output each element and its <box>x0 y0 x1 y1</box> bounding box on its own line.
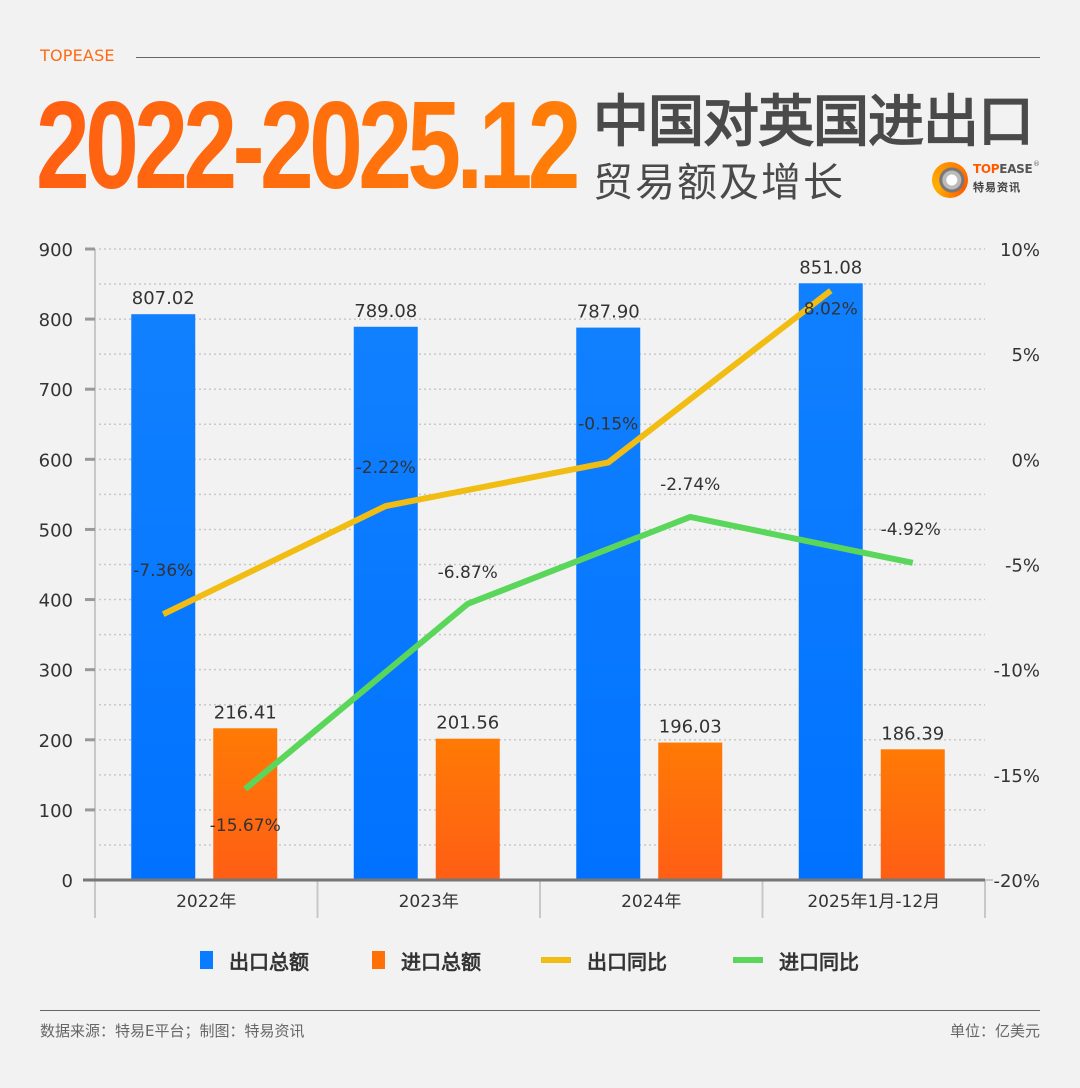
left-axis-tick-label: 400 <box>39 591 73 612</box>
logo-chinese-name: 特易资讯 <box>973 181 1021 194</box>
logo-wordmark: TOPEASE <box>973 162 1033 176</box>
left-axis-tick-label: 800 <box>39 310 73 331</box>
bar-export-total <box>131 314 196 880</box>
category-label: 2024年 <box>621 892 681 912</box>
top-divider <box>136 57 1040 58</box>
legend-item-import-total: 进口总额 <box>372 945 481 975</box>
bar-import-total <box>435 738 500 880</box>
page-subtitle: 贸易额及增长 <box>593 160 845 206</box>
category-label: 2023年 <box>399 892 459 912</box>
bar-export-total <box>576 327 641 880</box>
right-axis-tick-label: 5% <box>1011 345 1040 366</box>
legend-item-export-total: 出口总额 <box>200 945 309 975</box>
logo-ring-icon <box>932 162 968 198</box>
topease-logo: TOPEASE ® 特易资讯 <box>932 160 1042 200</box>
legend-label-import-yoy: 进口同比 <box>779 949 859 974</box>
line-value-label-export-yoy: -7.36% <box>133 561 193 581</box>
legend-swatch-export-yoy <box>541 957 571 963</box>
logo-registered-mark: ® <box>1033 160 1040 168</box>
unit-note: 单位：亿美元 <box>949 1022 1040 1040</box>
legend-swatch-import-yoy <box>733 957 763 963</box>
bar-value-label-export-total: 787.90 <box>577 302 640 323</box>
line-value-label-import-yoy: -2.74% <box>660 475 720 495</box>
legend-swatch-export-total <box>200 951 213 969</box>
line-value-label-import-yoy: -6.87% <box>438 563 498 583</box>
chart-legend: 出口总额 进口总额 出口同比 进口同比 <box>0 945 1080 975</box>
left-axis-tick-label: 0 <box>62 871 73 892</box>
brand-label: TOPEASE <box>40 46 115 65</box>
bar-import-total <box>213 728 278 880</box>
page-title: 中国对英国进出口 <box>593 90 1034 155</box>
legend-label-import-total: 进口总额 <box>401 949 481 974</box>
bar-export-total <box>353 326 418 881</box>
bar-import-total <box>880 749 945 880</box>
left-axis-tick-label: 100 <box>39 801 73 822</box>
data-source-note: 数据来源：特易E平台；制图：特易资讯 <box>40 1022 305 1040</box>
left-axis-tick-label: 700 <box>39 380 73 401</box>
bar-value-label-import-total: 201.56 <box>436 713 499 734</box>
bar-value-label-import-total: 196.03 <box>659 717 722 738</box>
category-label: 2025年1月-12月 <box>807 892 940 912</box>
line-export-yoy <box>161 288 833 617</box>
bar-import-total <box>658 742 723 880</box>
bar-value-label-export-total: 807.02 <box>132 288 195 309</box>
right-axis-tick-label: -5% <box>1005 556 1040 577</box>
logo-wordmark-top: TOP <box>973 162 1000 176</box>
line-value-label-import-yoy: -4.92% <box>881 520 941 540</box>
line-value-label-export-yoy: -2.22% <box>356 458 416 478</box>
bar-value-label-import-total: 186.39 <box>881 723 944 744</box>
bar-value-label-import-total: 216.41 <box>214 702 277 723</box>
left-axis-tick-label: 300 <box>39 661 73 682</box>
bar-value-label-export-total: 851.08 <box>799 257 862 278</box>
right-axis-tick-label: -15% <box>993 766 1040 787</box>
category-label: 2022年 <box>176 892 236 912</box>
bar-export-total <box>798 283 863 880</box>
left-axis-tick-label: 500 <box>39 520 73 541</box>
line-value-label-import-yoy: -15.67% <box>210 816 281 836</box>
legend-label-export-yoy: 出口同比 <box>587 949 667 974</box>
logo-wordmark-ease: EASE <box>999 162 1033 176</box>
date-range-title: 2022-2025.12 <box>36 77 582 215</box>
line-value-label-export-yoy: 8.02% <box>804 300 858 320</box>
right-axis-tick-label: -20% <box>993 871 1040 892</box>
right-axis-tick-label: 0% <box>1011 450 1040 471</box>
legend-item-import-yoy: 进口同比 <box>733 945 859 975</box>
left-axis-tick-label: 200 <box>39 731 73 752</box>
left-axis-tick-label: 900 <box>39 240 73 261</box>
line-value-label-export-yoy: -0.15% <box>578 414 638 434</box>
trade-chart: 0 100 200 300 400 500 600 700 800 900 -20% -15% -10%… <box>39 240 1040 918</box>
right-axis-tick-label: -10% <box>993 661 1040 682</box>
bar-value-label-export-total: 789.08 <box>354 301 417 322</box>
legend-swatch-import-total <box>372 951 385 969</box>
line-import-yoy <box>243 513 914 792</box>
left-axis-tick-label: 600 <box>39 450 73 471</box>
legend-item-export-yoy: 出口同比 <box>541 945 667 975</box>
right-axis-tick-label: 10% <box>1000 240 1040 261</box>
legend-label-export-total: 出口总额 <box>229 949 309 974</box>
footer-divider <box>40 1010 1040 1011</box>
